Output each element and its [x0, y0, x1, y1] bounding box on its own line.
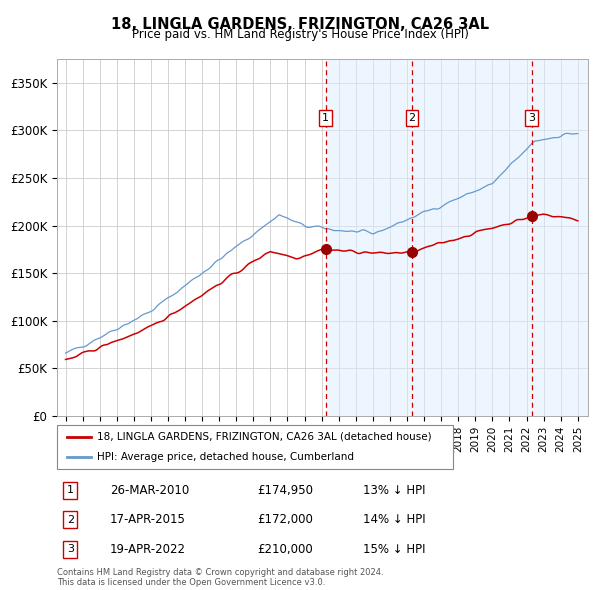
Text: 26-MAR-2010: 26-MAR-2010: [110, 484, 189, 497]
Bar: [412, 59, 532, 416]
Text: £172,000: £172,000: [257, 513, 314, 526]
Text: Price paid vs. HM Land Registry's House Price Index (HPI): Price paid vs. HM Land Registry's House …: [131, 28, 469, 41]
Text: 14% ↓ HPI: 14% ↓ HPI: [363, 513, 426, 526]
Text: £210,000: £210,000: [257, 543, 313, 556]
Bar: [532, 59, 588, 416]
Bar: [326, 59, 412, 416]
Text: HPI: Average price, detached house, Cumberland: HPI: Average price, detached house, Cumb…: [97, 452, 353, 462]
Text: 17-APR-2015: 17-APR-2015: [110, 513, 185, 526]
Text: 18, LINGLA GARDENS, FRIZINGTON, CA26 3AL: 18, LINGLA GARDENS, FRIZINGTON, CA26 3AL: [111, 17, 489, 31]
Text: 3: 3: [67, 545, 74, 554]
Text: 13% ↓ HPI: 13% ↓ HPI: [363, 484, 426, 497]
Text: 3: 3: [528, 113, 535, 123]
Text: 2: 2: [409, 113, 416, 123]
FancyBboxPatch shape: [57, 425, 453, 469]
Text: 1: 1: [322, 113, 329, 123]
Text: £174,950: £174,950: [257, 484, 314, 497]
Text: Contains HM Land Registry data © Crown copyright and database right 2024.
This d: Contains HM Land Registry data © Crown c…: [57, 568, 383, 587]
Text: 15% ↓ HPI: 15% ↓ HPI: [363, 543, 426, 556]
Text: 18, LINGLA GARDENS, FRIZINGTON, CA26 3AL (detached house): 18, LINGLA GARDENS, FRIZINGTON, CA26 3AL…: [97, 432, 431, 442]
Text: 19-APR-2022: 19-APR-2022: [110, 543, 186, 556]
Text: 1: 1: [67, 486, 74, 495]
Text: 2: 2: [67, 515, 74, 525]
